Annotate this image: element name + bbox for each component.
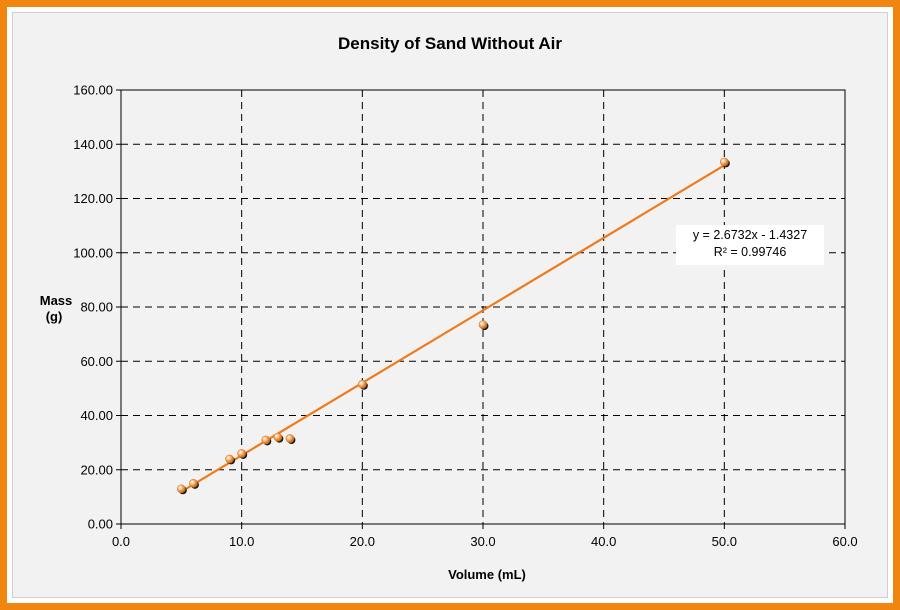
- chart-frame: 0.0 10.0 20.0 30.0 40.0 50.0 60.0 0.00 20.00 40.0…: [7, 7, 893, 603]
- y-tick-label: 100.00: [73, 245, 113, 260]
- trendline-label-box: y = 2.6732x - 1.4327 R² = 0.99746: [676, 225, 824, 265]
- chart-area: 0.0 10.0 20.0 30.0 40.0 50.0 60.0 0.00 20.00 40.0…: [12, 12, 888, 598]
- trendline-equation: y = 2.6732x - 1.4327: [693, 228, 807, 242]
- x-axis-label: Volume (mL): [448, 567, 526, 582]
- x-tick-label: 30.0: [470, 534, 495, 549]
- y-tick-label: 60.00: [80, 354, 113, 369]
- scatter-chart: 0.0 10.0 20.0 30.0 40.0 50.0 60.0 0.00 20.00 40.0…: [40, 34, 858, 582]
- data-point: [285, 434, 295, 443]
- y-tick-label: 80.00: [80, 300, 113, 315]
- data-point: [273, 432, 283, 442]
- data-point: [177, 484, 186, 494]
- data-point: [261, 435, 271, 445]
- y-axis-label-line1: Mass: [40, 293, 73, 308]
- y-tick-label: 120.00: [73, 191, 113, 206]
- data-point: [478, 320, 488, 329]
- y-tick-label: 40.00: [80, 408, 113, 423]
- y-tick-label: 0.00: [88, 517, 113, 532]
- x-tick-label: 40.0: [591, 534, 616, 549]
- y-axis-label-line2: (g): [46, 309, 63, 324]
- x-tick-label: 50.0: [712, 534, 737, 549]
- trendline-r-squared: R² = 0.99746: [714, 245, 787, 259]
- y-tick-label: 160.00: [73, 83, 113, 98]
- data-point: [189, 479, 198, 488]
- y-tick-label: 20.00: [80, 462, 113, 477]
- y-tick-label: 140.00: [73, 137, 113, 152]
- x-tick-label: 10.0: [229, 534, 254, 549]
- x-tick-label: 60.0: [832, 534, 857, 549]
- data-point: [237, 449, 246, 458]
- data-point: [225, 454, 234, 464]
- trendline: [180, 164, 725, 493]
- data-point: [720, 157, 729, 167]
- chart-title: Density of Sand Without Air: [338, 34, 562, 53]
- x-tick-label: 0.0: [112, 534, 130, 549]
- x-tick-label: 20.0: [350, 534, 375, 549]
- data-point: [358, 380, 367, 389]
